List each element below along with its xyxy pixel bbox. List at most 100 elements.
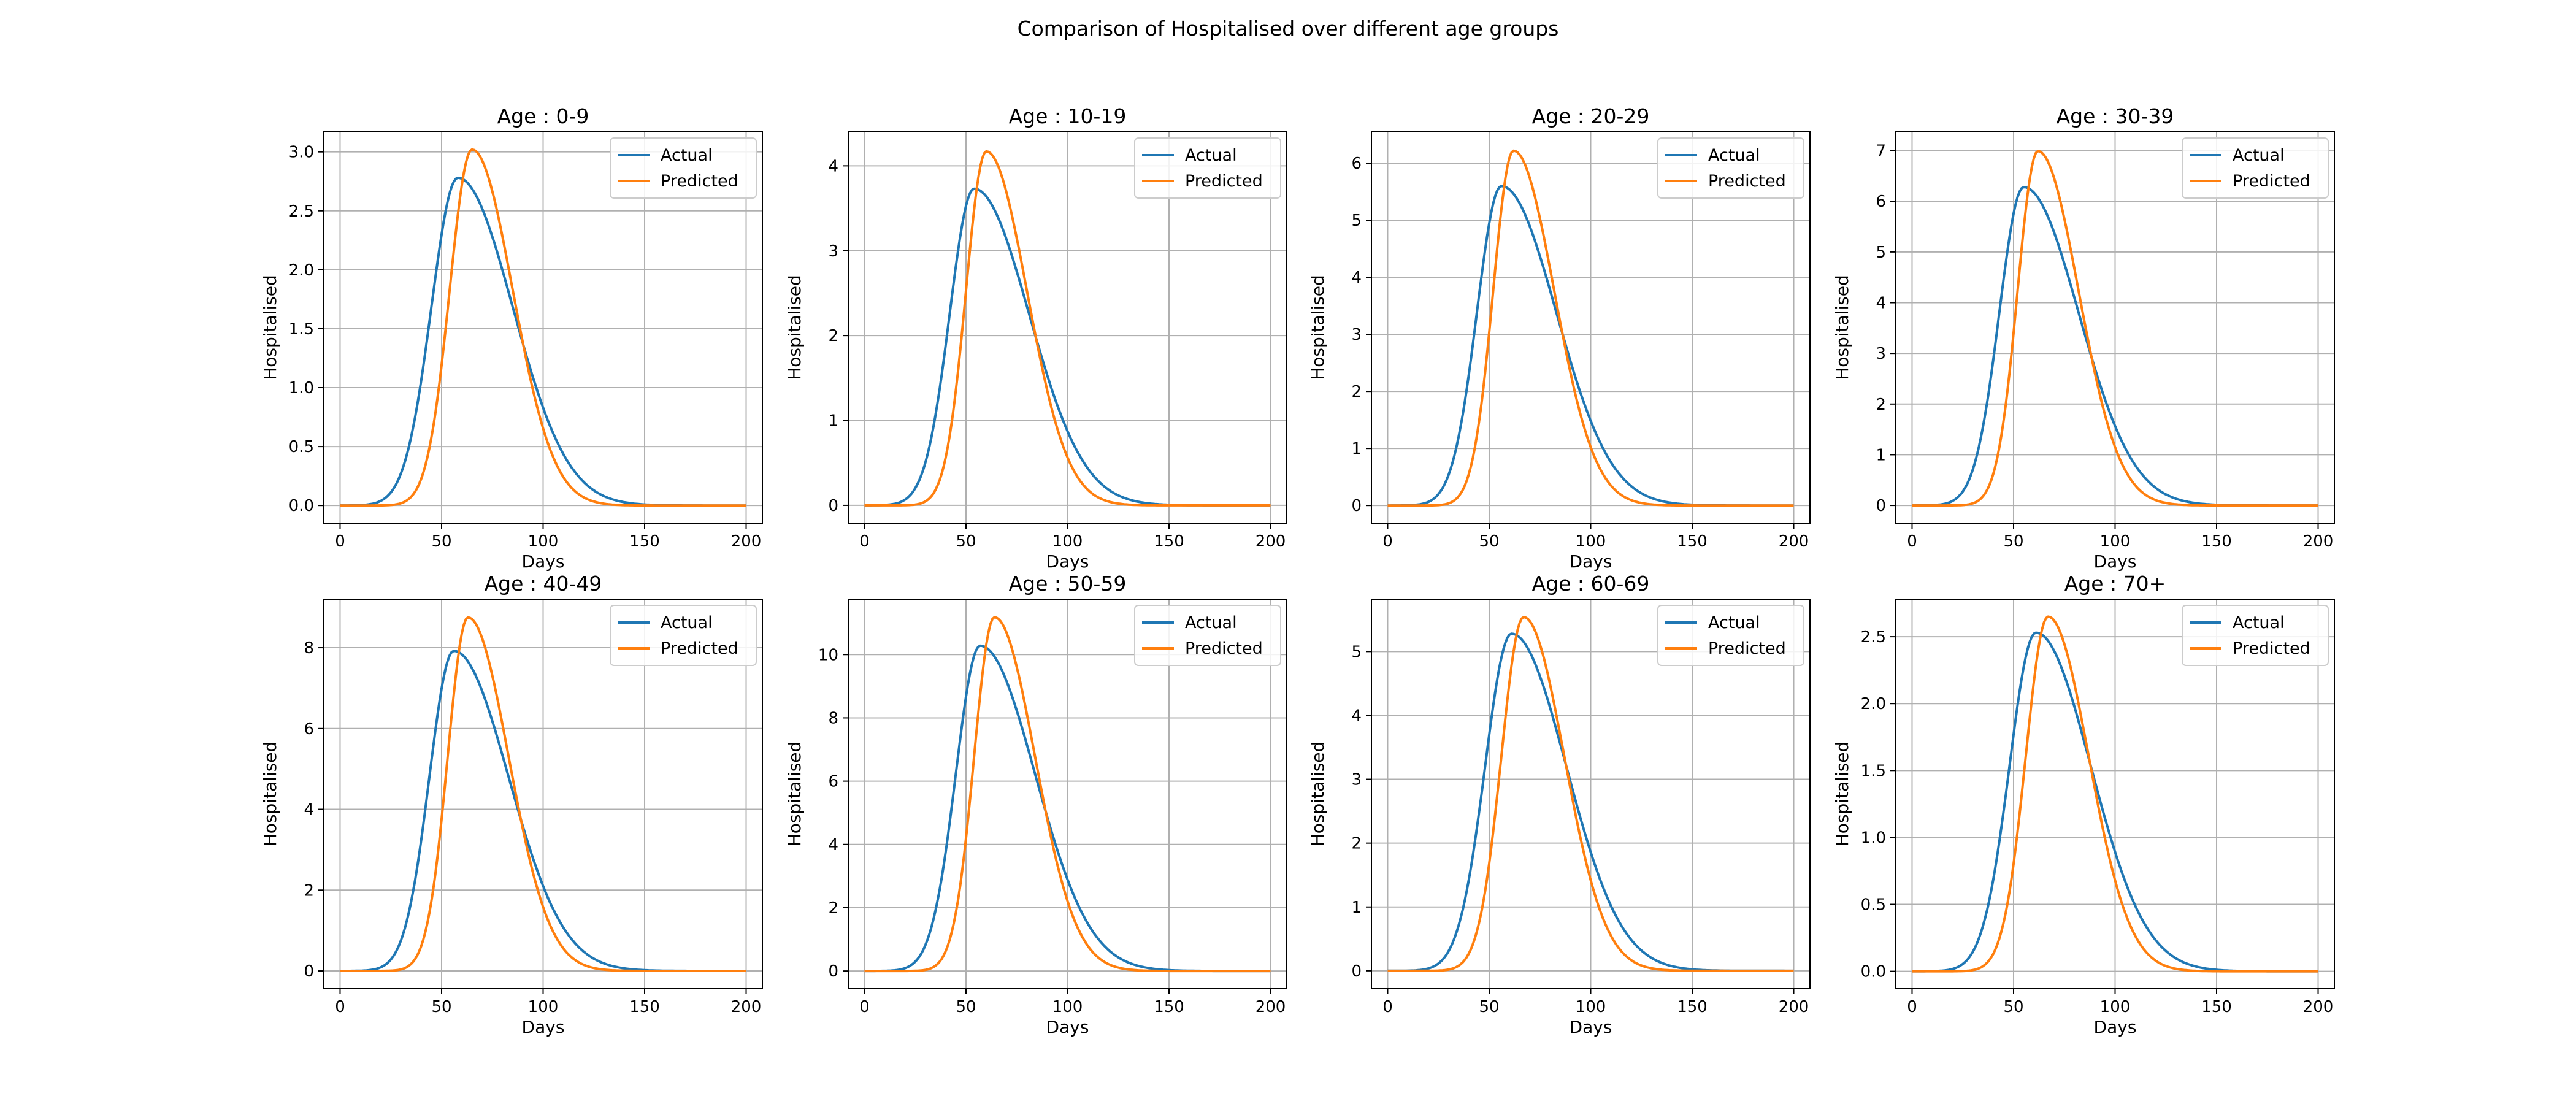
x-axis-label: Days bbox=[1046, 551, 1089, 572]
y-tick-label: 0 bbox=[1351, 962, 1362, 981]
y-axis-label: Hospitalised bbox=[260, 742, 280, 847]
y-tick-label: 2.5 bbox=[1861, 628, 1886, 646]
x-tick-label: 200 bbox=[1255, 532, 1286, 551]
x-tick-label: 200 bbox=[2303, 998, 2334, 1016]
x-tick-label: 0 bbox=[335, 998, 345, 1016]
y-tick-label: 2.0 bbox=[1861, 695, 1886, 713]
legend: Actual Predicted bbox=[610, 605, 756, 665]
legend-label-actual: Actual bbox=[2233, 613, 2285, 632]
y-tick-label: 7 bbox=[1876, 142, 1886, 161]
y-tick-label: 0 bbox=[828, 962, 838, 981]
subplot-title: Age : 0-9 bbox=[497, 104, 589, 128]
figure-title: Comparison of Hospitalised over differen… bbox=[1018, 17, 1559, 40]
subplot-title: Age : 20-29 bbox=[1532, 104, 1650, 128]
x-axis-label: Days bbox=[1570, 551, 1612, 572]
subplot-8: 0 50 100 150 200 0.0 0.5 1.0 1.5 2.0 2.5 Days Hospit… bbox=[1832, 572, 2334, 1037]
legend-label-actual: Actual bbox=[661, 146, 713, 165]
y-tick-label: 2 bbox=[1351, 383, 1362, 401]
x-tick-label: 100 bbox=[2100, 532, 2131, 551]
legend-label-actual: Actual bbox=[1708, 146, 1760, 165]
legend-label-actual: Actual bbox=[2233, 146, 2285, 165]
subplot-4: 0 50 100 150 20001234567DaysHospitalisedAge … bbox=[1832, 104, 2334, 572]
subplot-title: Age : 70+ bbox=[2064, 572, 2166, 596]
subplot-title: Age : 50-59 bbox=[1009, 572, 1127, 596]
y-tick-label: 4 bbox=[828, 836, 838, 854]
x-tick-label: 150 bbox=[629, 998, 660, 1016]
y-tick-label: 0.0 bbox=[289, 497, 314, 515]
subplot-6: 0 50 100 150 200 0 2 4 6 8 10 Days Hospitalised Age :… bbox=[784, 572, 1287, 1037]
subplot-grid: 0 50 100 150 2000.00.51.01.52.02.53.0DaysHos… bbox=[260, 104, 2334, 1037]
x-tick-label: 100 bbox=[1052, 998, 1083, 1016]
y-tick-label: 6 bbox=[1876, 193, 1886, 211]
x-tick-label: 150 bbox=[2201, 998, 2232, 1016]
subplot-3: 0 50 100 150 200 0 1 2 3 4 5 6 Days Hospitalised Age :… bbox=[1308, 104, 1810, 572]
x-tick-label: 200 bbox=[1779, 998, 1809, 1016]
y-tick-label: 0.5 bbox=[1861, 896, 1886, 914]
y-tick-label: 4 bbox=[304, 801, 314, 819]
subplot-title: Age : 60-69 bbox=[1532, 572, 1650, 596]
x-tick-label: 0 bbox=[859, 998, 870, 1016]
x-tick-label: 50 bbox=[956, 532, 976, 551]
y-tick-label: 0.0 bbox=[1861, 963, 1886, 981]
y-tick-label: 0.5 bbox=[289, 438, 314, 456]
x-tick-label: 0 bbox=[1382, 532, 1393, 551]
x-tick-label: 0 bbox=[335, 532, 345, 551]
subplot-title: Age : 30-39 bbox=[2057, 104, 2174, 128]
y-tick-label: 1 bbox=[1876, 446, 1886, 464]
legend: Actual Predicted bbox=[1658, 605, 1804, 665]
x-tick-label: 200 bbox=[731, 532, 762, 551]
x-axis-label: Days bbox=[1570, 1017, 1612, 1037]
x-tick-label: 150 bbox=[1154, 998, 1184, 1016]
subplot-7: 0 50 100 150 200 0 1 2 3 4 5 Days Hospitalised Age : … bbox=[1308, 572, 1810, 1037]
x-tick-label: 50 bbox=[956, 998, 976, 1016]
y-tick-label: 8 bbox=[828, 709, 838, 727]
x-axis-label: Days bbox=[522, 1017, 565, 1037]
y-tick-label: 3.0 bbox=[289, 144, 314, 162]
x-tick-label: 100 bbox=[1576, 532, 1606, 551]
x-tick-label: 50 bbox=[1479, 532, 1499, 551]
x-tick-label: 200 bbox=[1779, 532, 1809, 551]
y-tick-label: 5 bbox=[1876, 243, 1886, 262]
legend: Actual Predicted bbox=[1658, 138, 1804, 198]
y-tick-label: 1 bbox=[828, 412, 838, 431]
x-axis-label: Days bbox=[2094, 551, 2137, 572]
y-tick-label: 1.0 bbox=[289, 379, 314, 397]
y-tick-label: 1 bbox=[1351, 899, 1362, 917]
y-tick-label: 0 bbox=[304, 962, 314, 981]
legend: Actual Predicted bbox=[610, 138, 756, 198]
y-axis-label: Hospitalised bbox=[1832, 275, 1852, 380]
legend-label-predicted: Predicted bbox=[1708, 172, 1786, 191]
legend-label-predicted: Predicted bbox=[2233, 172, 2310, 191]
y-tick-label: 3 bbox=[1351, 326, 1362, 344]
legend: Actual Predicted bbox=[2182, 605, 2328, 665]
subplot-2: 0 50 100 150 200 0 1 2 3 4 Days Hospitalised Age : 1… bbox=[784, 104, 1287, 572]
x-axis-label: Days bbox=[2094, 1017, 2137, 1037]
legend-label-actual: Actual bbox=[1185, 613, 1237, 632]
legend: Actual Predicted bbox=[1135, 138, 1281, 198]
legend-label-predicted: Predicted bbox=[1185, 172, 1263, 191]
legend-label-predicted: Predicted bbox=[2233, 639, 2310, 658]
legend-label-predicted: Predicted bbox=[1185, 639, 1263, 658]
y-tick-label: 1.5 bbox=[289, 320, 314, 339]
y-tick-label: 4 bbox=[1351, 707, 1362, 725]
y-tick-label: 3 bbox=[828, 242, 838, 261]
x-tick-label: 50 bbox=[431, 532, 451, 551]
legend-label-actual: Actual bbox=[661, 613, 713, 632]
x-tick-label: 200 bbox=[731, 998, 762, 1016]
x-tick-label: 100 bbox=[2100, 998, 2131, 1016]
y-tick-label: 4 bbox=[1351, 269, 1362, 287]
y-tick-label: 6 bbox=[1351, 155, 1362, 173]
x-tick-label: 50 bbox=[2003, 532, 2023, 551]
y-axis-label: Hospitalised bbox=[784, 275, 805, 380]
x-tick-label: 50 bbox=[2003, 998, 2023, 1016]
legend-label-predicted: Predicted bbox=[1708, 639, 1786, 658]
y-tick-label: 2 bbox=[828, 899, 838, 918]
y-tick-label: 0 bbox=[1351, 497, 1362, 515]
y-tick-label: 2 bbox=[1351, 835, 1362, 853]
x-tick-label: 100 bbox=[528, 532, 559, 551]
legend-label-predicted: Predicted bbox=[661, 639, 738, 658]
x-tick-label: 150 bbox=[1677, 998, 1708, 1016]
y-tick-label: 5 bbox=[1351, 643, 1362, 661]
legend: Actual Predicted bbox=[1135, 605, 1281, 665]
